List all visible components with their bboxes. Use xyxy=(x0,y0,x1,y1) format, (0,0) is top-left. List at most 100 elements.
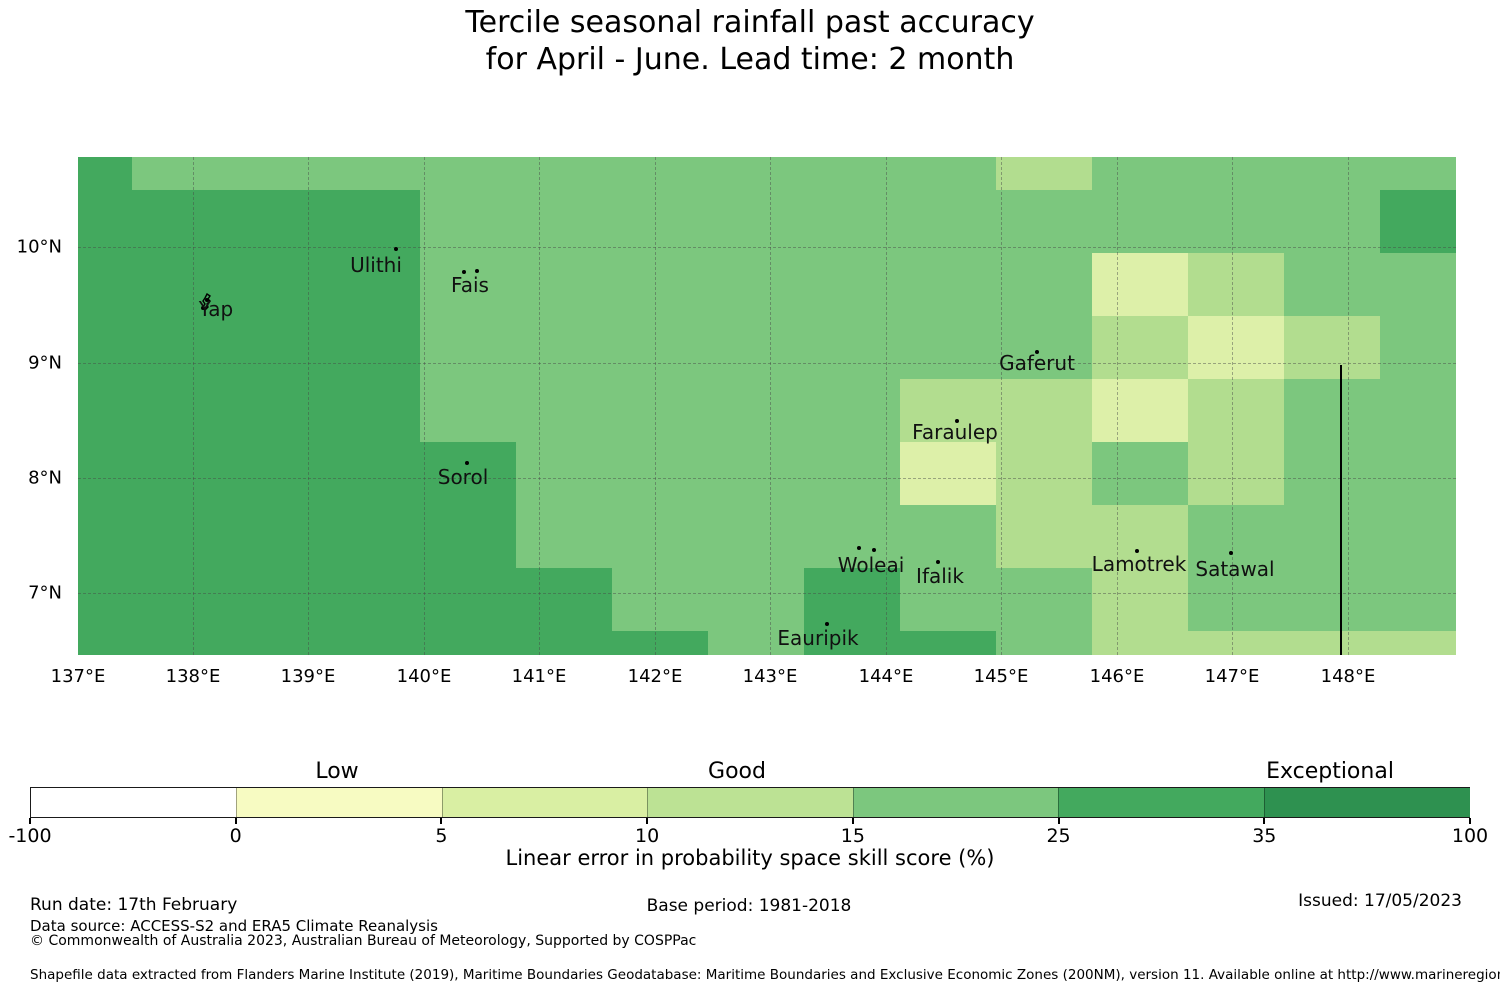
map-cell xyxy=(516,631,612,655)
map-cell xyxy=(78,253,132,316)
fais-island-dot xyxy=(475,269,479,273)
map-cell xyxy=(516,568,612,631)
map-cell xyxy=(708,379,804,442)
map-cell xyxy=(900,316,996,379)
map-cell xyxy=(1380,505,1456,568)
map-cell xyxy=(1188,157,1284,190)
map-cell xyxy=(804,568,900,631)
x-tick-label: 143°E xyxy=(742,666,798,687)
map-cell xyxy=(420,442,516,505)
map-cell xyxy=(900,253,996,316)
map-cell xyxy=(1380,253,1456,316)
map-cell xyxy=(1284,157,1380,190)
longitude-gridline xyxy=(770,157,771,655)
map-cell xyxy=(516,442,612,505)
y-tick-label: 8°N xyxy=(28,467,62,489)
x-tick-label: 147°E xyxy=(1204,666,1260,687)
map-cell xyxy=(612,379,708,442)
eauripik-island-dot xyxy=(825,622,829,626)
map-cell xyxy=(516,379,612,442)
map-cell xyxy=(708,505,804,568)
colorbar-bar xyxy=(30,787,1470,818)
sorol-island-label: Sorol xyxy=(437,465,489,489)
longitude-gridline xyxy=(1001,157,1002,655)
latitude-gridline xyxy=(78,478,1456,479)
colorbar-segment-35to100 xyxy=(1263,788,1470,817)
map-cell xyxy=(1380,316,1456,379)
map-cell xyxy=(1092,316,1188,379)
longitude-gridline xyxy=(1117,157,1118,655)
ifalik-island-dot xyxy=(936,560,940,564)
colorbar-tick xyxy=(1263,818,1266,824)
chart-title-line2: for April - June. Lead time: 2 month xyxy=(485,42,1015,77)
map-cell xyxy=(1284,316,1380,379)
map-cell xyxy=(78,631,132,655)
map-cell xyxy=(324,379,420,442)
woleai-island-label: Woleai xyxy=(837,553,905,577)
map-cell xyxy=(1188,505,1284,568)
map-cell xyxy=(708,568,804,631)
woleai-island-dot xyxy=(872,548,876,552)
map-cell xyxy=(1284,190,1380,253)
map-cell xyxy=(516,505,612,568)
map-cell xyxy=(1380,631,1456,655)
lamotrek-island-dot xyxy=(1135,549,1139,553)
map-cell xyxy=(1380,379,1456,442)
map-cell xyxy=(1284,442,1380,505)
map-cell xyxy=(612,190,708,253)
map-cell xyxy=(78,568,132,631)
yap-island-shape xyxy=(202,292,211,312)
map-cell xyxy=(228,505,324,568)
map-cell xyxy=(228,316,324,379)
map-cell xyxy=(996,379,1092,442)
colorbar-segment-5to10 xyxy=(441,788,649,817)
woleai-island-dot xyxy=(857,546,861,550)
map-cell xyxy=(900,505,996,568)
colorbar-tick xyxy=(440,818,443,824)
chart-title-line1: Tercile seasonal rainfall past accuracy xyxy=(465,5,1035,40)
map-cell xyxy=(324,505,420,568)
map-cell xyxy=(1188,316,1284,379)
colorbar-tick-label: 15 xyxy=(840,825,865,847)
colorbar-segment--100to0 xyxy=(31,788,237,817)
map-cell xyxy=(78,505,132,568)
colorbar-tick-label: -100 xyxy=(8,825,52,847)
map-cell xyxy=(1284,568,1380,631)
fais-island-label: Fais xyxy=(451,273,489,297)
lamotrek-island-label: Lamotrek xyxy=(1091,552,1187,576)
x-tick-label: 144°E xyxy=(858,666,914,687)
map-cell xyxy=(1092,505,1188,568)
map-cell xyxy=(900,631,996,655)
map-cell xyxy=(612,631,708,655)
ulithi-island-dot xyxy=(394,247,398,251)
map-cell xyxy=(420,379,516,442)
y-tick-label: 7°N xyxy=(28,582,62,604)
longitude-gridline xyxy=(539,157,540,655)
map-cell xyxy=(420,568,516,631)
yap-island-label: Yap xyxy=(198,297,234,321)
ifalik-island-label: Ifalik xyxy=(916,564,964,588)
map-cell xyxy=(996,316,1092,379)
x-tick-label: 137°E xyxy=(50,666,106,687)
map-cell xyxy=(996,505,1092,568)
colorbar-tick-label: 35 xyxy=(1252,825,1277,847)
map-cell xyxy=(516,316,612,379)
map-cell xyxy=(516,190,612,253)
map-cell xyxy=(420,316,516,379)
gaferut-island-dot xyxy=(1035,350,1039,354)
map-cell xyxy=(1188,379,1284,442)
map-cell xyxy=(1284,379,1380,442)
yap-island-dot xyxy=(205,298,209,302)
map-cell xyxy=(228,568,324,631)
longitude-gridline xyxy=(655,157,656,655)
colorbar-segment-10to15 xyxy=(647,788,854,817)
colorbar-category-good: Good xyxy=(708,759,766,784)
footer-issued-date: Issued: 17/05/2023 xyxy=(1298,891,1462,911)
map-cell xyxy=(420,190,516,253)
map-cell xyxy=(1188,568,1284,631)
x-tick-label: 139°E xyxy=(280,666,336,687)
map-cell xyxy=(1092,157,1188,190)
faraulep-island-dot xyxy=(955,419,959,423)
map-cell xyxy=(420,505,516,568)
